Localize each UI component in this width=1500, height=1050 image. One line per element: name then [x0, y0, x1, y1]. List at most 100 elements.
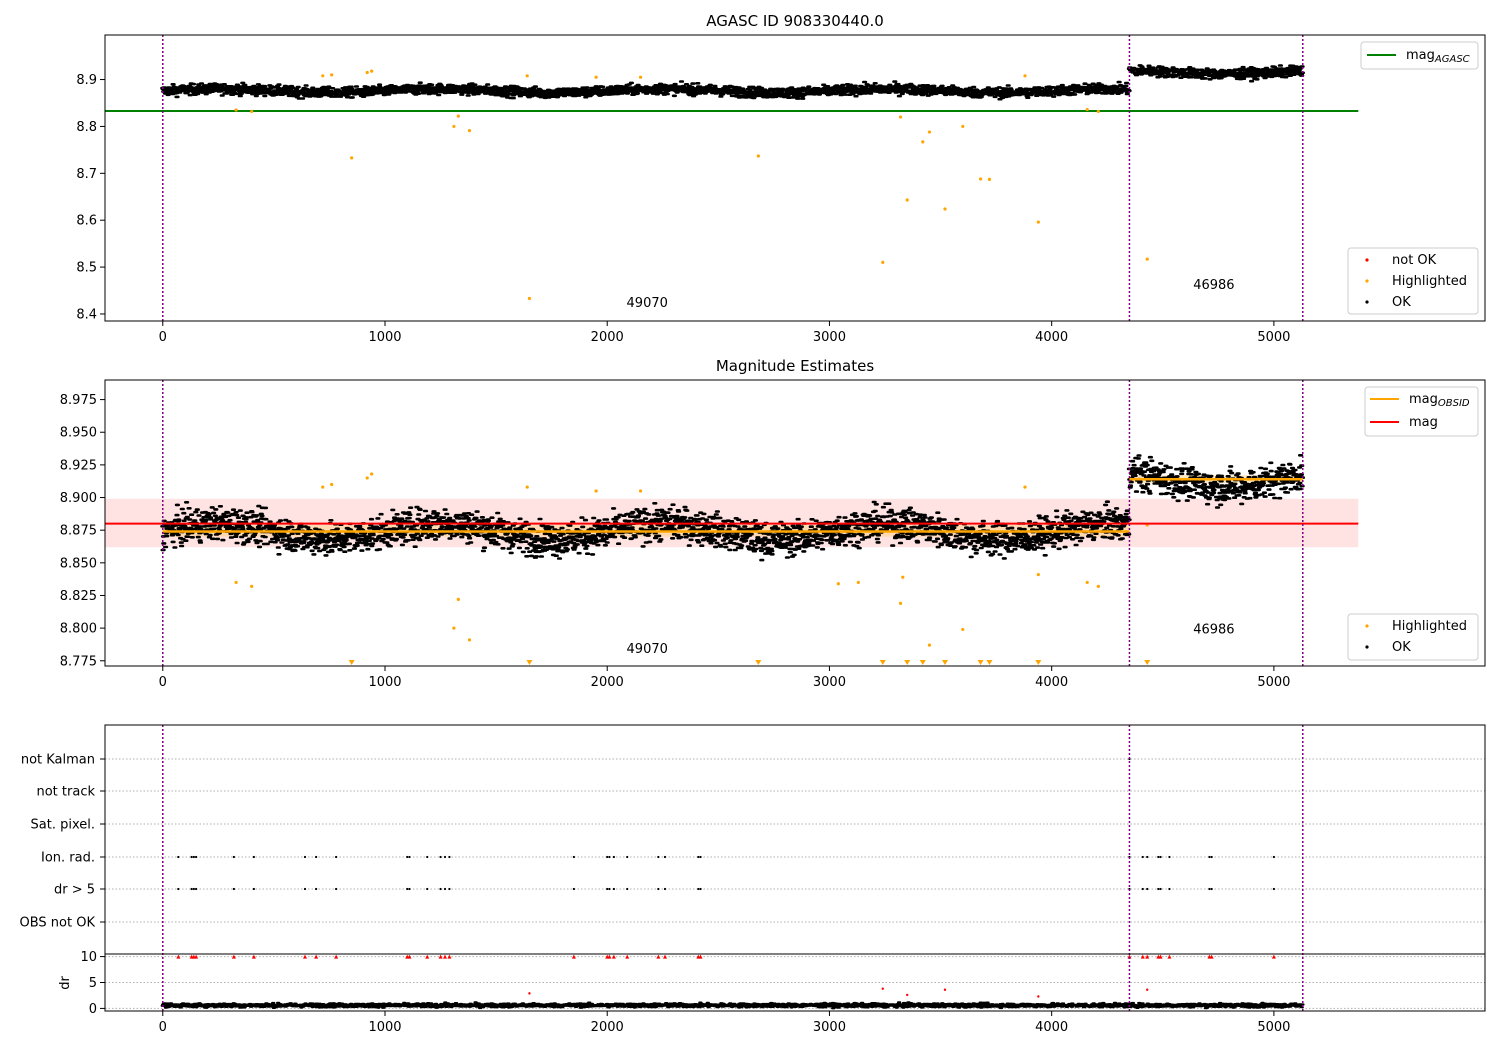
highlighted-point: [961, 627, 965, 632]
legend-ok-text: OK: [1392, 295, 1411, 310]
x-tick-label: 2000: [591, 1020, 624, 1035]
dr-clipped-marker: [194, 954, 199, 959]
highlighted-point: [898, 601, 903, 605]
flag-point: [406, 887, 409, 891]
highlighted-point: [525, 74, 529, 78]
highlighted-point: [1023, 74, 1027, 78]
flag-point: [699, 887, 702, 891]
flag-point: [192, 855, 195, 859]
dr-clipped-marker: [176, 954, 181, 959]
flag-point: [195, 887, 198, 891]
legend-highlighted-marker: [1365, 279, 1369, 283]
highlighted-point: [1085, 107, 1089, 112]
panel2-legend-top: magOBSID mag: [1364, 386, 1479, 437]
y-tick-label: 8.850: [60, 556, 97, 571]
x-tick-label: 5000: [1257, 330, 1290, 345]
highlighted-point: [1096, 584, 1100, 588]
panel1-legend-bottom: not OK Highlighted OK: [1347, 247, 1479, 315]
flag-point: [1157, 887, 1160, 891]
flag-point: [606, 887, 609, 891]
dr-tick-label: 0: [89, 1002, 97, 1017]
x-tick-label: 4000: [1035, 675, 1068, 690]
flag-point: [439, 855, 442, 859]
dr-clipped-marker: [314, 954, 319, 959]
y-tick-label: 8.9: [76, 73, 97, 88]
panel1-title: AGASC ID 908330440.0: [706, 12, 884, 30]
highlighted-point: [961, 124, 965, 129]
highlighted-point: [756, 154, 760, 158]
flag-point: [303, 855, 307, 859]
dr-clipped-marker: [251, 954, 256, 959]
highlighted-point: [234, 580, 238, 585]
dr-clipped-marker: [303, 954, 307, 959]
legend-highlighted-text-p2: Highlighted: [1392, 619, 1467, 634]
flag-point: [697, 887, 700, 891]
x-tick-label: 0: [159, 1020, 167, 1035]
magnitude-estimates-panel: Magnitude Estimates 8.775 8.800 8.825 8.850…: [60, 357, 1486, 690]
flag-point: [315, 887, 318, 891]
x-tick-label: 5000: [1257, 675, 1290, 690]
flag-point: [190, 887, 193, 891]
offscale-marker: [526, 660, 533, 665]
legend-not-ok-text: not OK: [1392, 253, 1437, 268]
dr-clipped-marker: [438, 954, 443, 959]
dr-outlier: [1037, 995, 1040, 998]
dr-frame: [104, 953, 1486, 1012]
flag-point: [1141, 887, 1144, 891]
flag-point: [608, 855, 611, 859]
dr-clipped-marker: [656, 954, 661, 959]
dr-clipped-marker: [625, 954, 630, 959]
flag-point: [232, 887, 235, 891]
flag-point: [252, 887, 255, 891]
highlighted-point: [978, 177, 983, 181]
flag-point: [443, 887, 447, 891]
y-tick-label: 8.8: [76, 120, 97, 135]
highlighted-point: [638, 489, 643, 493]
dr-axis-label: dr: [58, 976, 73, 990]
flag-point: [232, 855, 235, 859]
offscale-marker: [942, 660, 948, 665]
highlighted-point: [525, 485, 529, 489]
flag-point: [1159, 887, 1162, 891]
highlighted-point: [927, 643, 932, 647]
highlighted-point: [987, 177, 992, 182]
flag-point: [190, 855, 193, 859]
dr-clipped-marker: [571, 954, 576, 959]
highlighted-point: [365, 476, 369, 480]
ok-points: [160, 64, 1305, 101]
highlighted-point: [898, 115, 903, 119]
y-tick-label: 8.4: [76, 307, 97, 322]
highlighted-point: [1036, 220, 1040, 224]
panel1-frame: [104, 34, 1486, 322]
highlighted-point: [370, 472, 374, 476]
highlighted-point: [1145, 257, 1149, 261]
flag-point: [657, 855, 660, 859]
offscale-marker: [904, 660, 911, 665]
flag-point: [572, 855, 575, 859]
flag-point: [335, 855, 338, 859]
y-tick-label: 8.6: [76, 214, 97, 229]
offscale-marker: [986, 660, 993, 665]
flag-point: [177, 855, 180, 859]
dr-clipped-marker: [698, 954, 703, 959]
y-tick-label: 8.900: [60, 491, 97, 506]
flag-point: [406, 855, 409, 859]
flag-row-label: OBS not OK: [20, 916, 96, 931]
flag-point: [608, 887, 611, 891]
highlighted-point: [1096, 109, 1100, 114]
dr-points: [160, 1001, 1305, 1010]
dr-outlier: [906, 993, 909, 997]
dr-clipped-marker: [1145, 954, 1150, 959]
flag-point: [1210, 855, 1213, 859]
highlighted-point: [370, 69, 374, 73]
highlighted-point: [321, 74, 325, 78]
highlighted-point: [452, 626, 456, 630]
highlighted-point: [330, 482, 334, 487]
highlighted-point: [638, 75, 643, 79]
obsid-label-49070-p2: 49070: [627, 642, 668, 657]
x-tick-label: 2000: [591, 675, 624, 690]
highlighted-point: [905, 198, 909, 202]
highlighted-point: [901, 575, 905, 579]
offscale-marker: [755, 660, 762, 665]
